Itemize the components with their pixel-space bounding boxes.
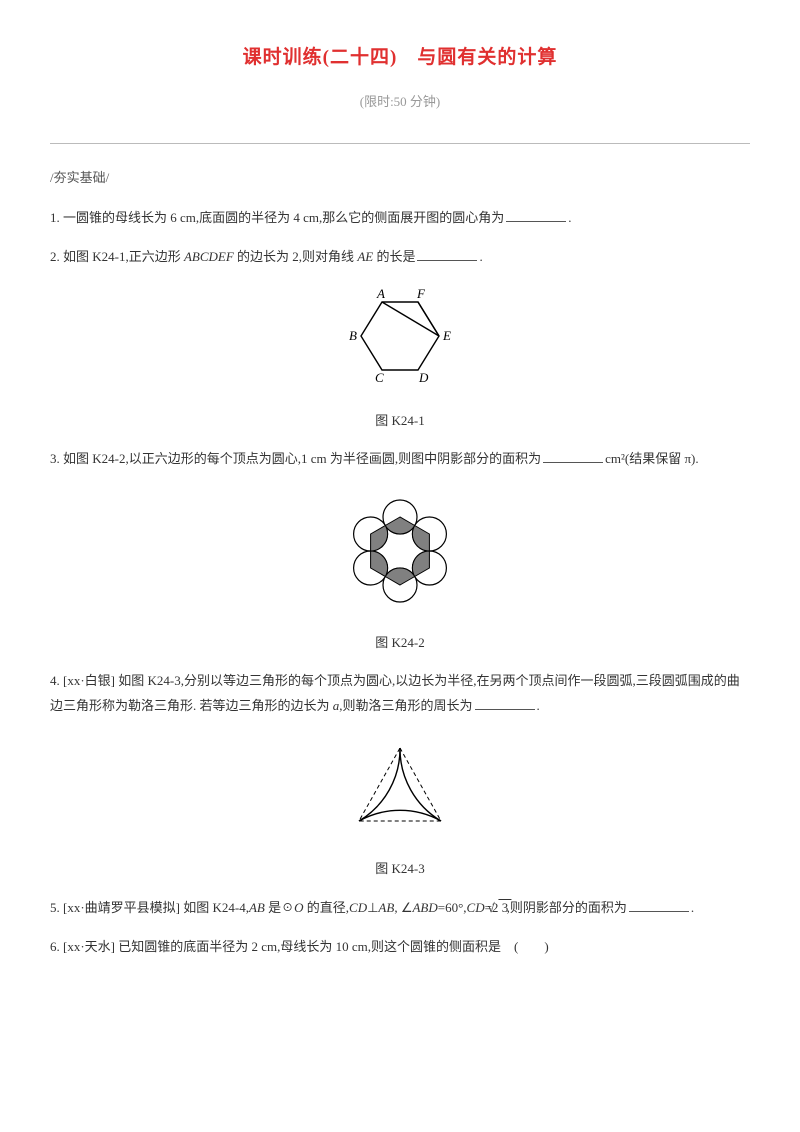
question-5: 5. [xx·曲靖罗平县模拟] 如图 K24-4,AB 是☉O 的直径,CD⊥A… bbox=[50, 896, 750, 921]
figure-3-caption: 图 K24-3 bbox=[50, 857, 750, 882]
q5-a: 5. [xx·曲靖罗平县模拟] 如图 K24-4, bbox=[50, 900, 249, 915]
q5-ab: AB bbox=[249, 900, 265, 915]
q1-end: . bbox=[568, 210, 571, 225]
time-limit: (限时:50 分钟) bbox=[50, 90, 750, 115]
q4-end: . bbox=[537, 698, 540, 713]
divider bbox=[50, 143, 750, 144]
q2-ae: AE bbox=[357, 249, 373, 264]
q1-blank bbox=[506, 209, 566, 222]
figure-3 bbox=[50, 733, 750, 852]
section-heading: /夯实基础/ bbox=[50, 166, 750, 191]
q5-e: , ∠ bbox=[394, 900, 412, 915]
label-C: C bbox=[375, 370, 384, 385]
q5-d: ⊥ bbox=[367, 900, 378, 915]
label-E: E bbox=[442, 328, 451, 343]
q1-text: 1. 一圆锥的母线长为 6 cm,底面圆的半径为 4 cm,那么它的侧面展开图的… bbox=[50, 210, 504, 225]
question-2: 2. 如图 K24-1,正六边形 ABCDEF 的边长为 2,则对角线 AE 的… bbox=[50, 245, 750, 270]
q5-f: =60°, bbox=[438, 900, 467, 915]
q2-text-b: 的边长为 2,则对角线 bbox=[234, 249, 358, 264]
q2-text-a: 2. 如图 K24-1,正六边形 bbox=[50, 249, 184, 264]
q3-blank bbox=[543, 450, 603, 463]
six-circles-svg bbox=[325, 486, 475, 616]
sqrt-sign: √ bbox=[487, 900, 494, 915]
q2-text-c: 的长是 bbox=[373, 249, 415, 264]
q2-blank bbox=[417, 248, 477, 261]
q5-h: ,则阴影部分的面积为 bbox=[507, 900, 627, 915]
label-B: B bbox=[349, 328, 357, 343]
page-title: 课时训练(二十四) 与圆有关的计算 bbox=[50, 40, 750, 76]
hexagon-svg: A F E D C B bbox=[335, 284, 465, 394]
q5-b: 是☉ bbox=[265, 900, 294, 915]
q5-ab2: AB bbox=[378, 900, 394, 915]
figure-1-caption: 图 K24-1 bbox=[50, 409, 750, 434]
question-3: 3. 如图 K24-2,以正六边形的每个顶点为圆心,1 cm 为半径画圆,则图中… bbox=[50, 447, 750, 472]
figure-1: A F E D C B bbox=[50, 284, 750, 403]
q5-c: 的直径, bbox=[304, 900, 350, 915]
q2-abcdef: ABCDEF bbox=[184, 249, 234, 264]
q2-end: . bbox=[479, 249, 482, 264]
label-A: A bbox=[376, 286, 385, 301]
q3-text: 3. 如图 K24-2,以正六边形的每个顶点为圆心,1 cm 为半径画圆,则图中… bbox=[50, 451, 541, 466]
q5-blank bbox=[629, 899, 689, 912]
q5-end: . bbox=[691, 900, 694, 915]
figure-2-caption: 图 K24-2 bbox=[50, 631, 750, 656]
reuleaux-svg bbox=[335, 733, 465, 843]
label-D: D bbox=[418, 370, 429, 385]
q4-blank bbox=[475, 697, 535, 710]
question-1: 1. 一圆锥的母线长为 6 cm,底面圆的半径为 4 cm,那么它的侧面展开图的… bbox=[50, 206, 750, 231]
q4-text-b: ,则勒洛三角形的周长为 bbox=[339, 698, 472, 713]
question-6: 6. [xx·天水] 已知圆锥的底面半径为 2 cm,母线长为 10 cm,则这… bbox=[50, 935, 750, 960]
q5-o: O bbox=[294, 900, 303, 915]
question-4: 4. [xx·白银] 如图 K24-3,分别以等边三角形的每个顶点为圆心,以边长… bbox=[50, 669, 750, 718]
q3-unit: cm²(结果保留 π). bbox=[605, 451, 699, 466]
q5-abd: ABD bbox=[412, 900, 437, 915]
q5-cd2: CD bbox=[467, 900, 485, 915]
figure-2 bbox=[50, 486, 750, 625]
q5-cd: CD bbox=[349, 900, 367, 915]
label-F: F bbox=[416, 286, 426, 301]
